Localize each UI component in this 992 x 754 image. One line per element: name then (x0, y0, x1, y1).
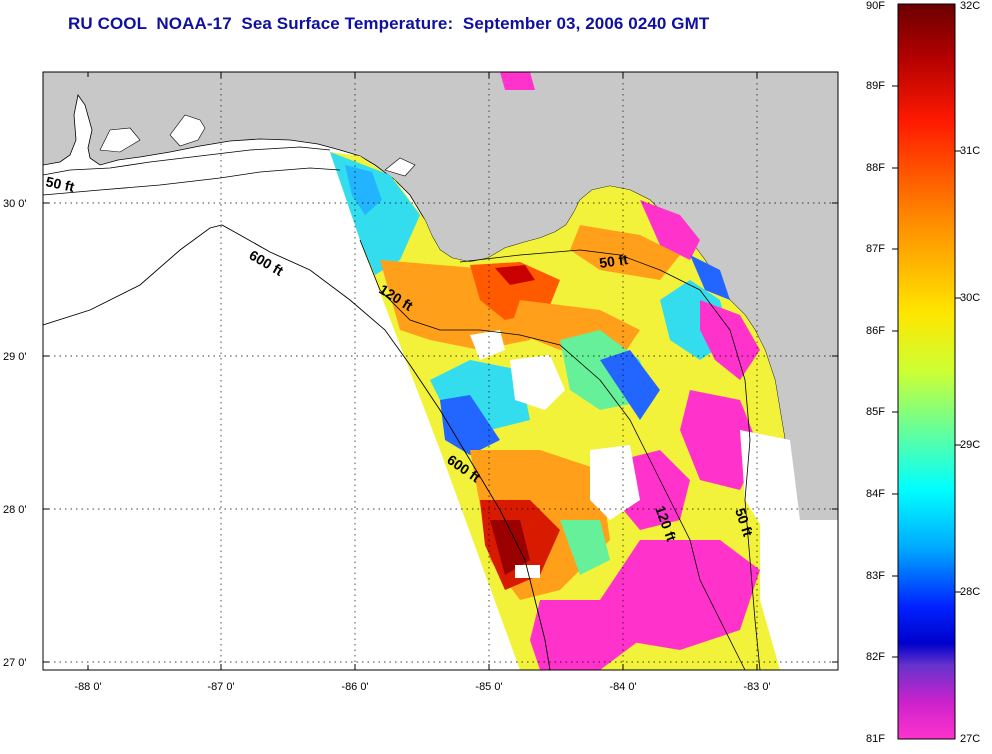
contour-120ft-west (43, 167, 341, 196)
y-tick-label: 27 0' (3, 657, 27, 669)
bay-water (99, 127, 141, 153)
colorbar-label-c: 28C (960, 586, 981, 598)
map-frame (42, 71, 839, 671)
axis-ticks (43, 72, 838, 670)
colorbar-label-f: 81F (866, 733, 885, 745)
colorbar-label-c: 27C (960, 733, 981, 745)
y-tick-label: 30 0' (3, 198, 27, 210)
colorbar (897, 3, 956, 740)
colorbar-label-f: 84F (866, 488, 885, 500)
colorbar-label-f: 83F (866, 570, 885, 582)
y-tick-label: 29 0' (3, 351, 27, 363)
x-tick-label: -86 0' (341, 681, 368, 693)
x-tick-label: -87 0' (207, 681, 234, 693)
contour-120ft-east (359, 239, 746, 670)
x-tick-label: -88 0' (74, 681, 101, 693)
colorbar-label-c: 32C (960, 0, 981, 12)
x-tick-label: -85 0' (475, 681, 502, 693)
map-grid (43, 72, 838, 670)
map-title: RU COOL NOAA-17 Sea Surface Temperature:… (68, 14, 710, 33)
colorbar-label-f: 88F (866, 162, 885, 174)
colorbar-label-f: 90F (866, 0, 885, 12)
x-tick-label: -84 0' (609, 681, 636, 693)
colorbar-label-c: 30C (960, 292, 981, 304)
colorbar-label-f: 82F (866, 651, 885, 663)
colorbar-label-f: 87F (866, 243, 885, 255)
contour-50ft-west (43, 146, 331, 176)
y-tick-label: 28 0' (3, 504, 27, 516)
colorbar-label-c: 31C (960, 145, 981, 157)
contour-label: 50 ft (44, 173, 76, 195)
contour-50ft-east (459, 249, 761, 670)
contour-600ft (43, 224, 551, 670)
colorbar-label-f: 89F (866, 80, 885, 92)
bay-water (169, 114, 206, 147)
colorbar-label-f: 85F (866, 406, 885, 418)
colorbar-label-f: 86F (866, 325, 885, 337)
colorbar-label-c: 29C (960, 439, 981, 451)
bay-water (384, 157, 416, 177)
sst-swath (330, 72, 838, 670)
map-plot-area (43, 72, 838, 670)
colorbar-ticks (892, 85, 961, 658)
contour-label: 50 ft (598, 251, 629, 271)
x-tick-label: -83 0' (743, 681, 770, 693)
